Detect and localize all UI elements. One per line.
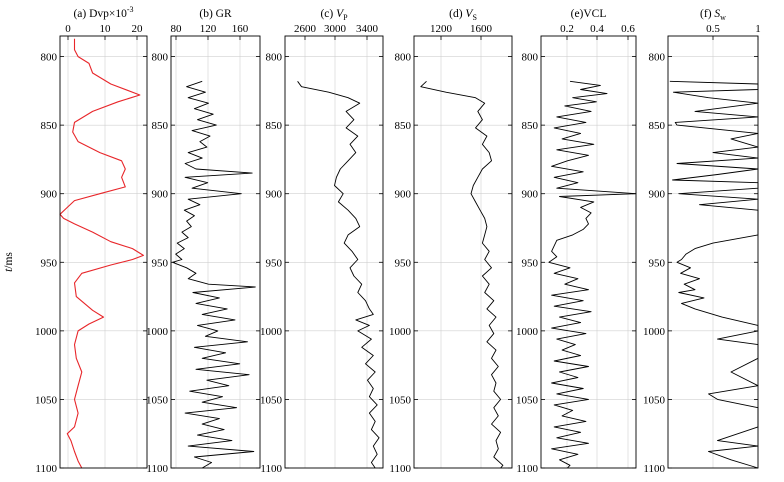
panel-frame: [413, 35, 513, 469]
panel-title: (a) Dvp×10-3: [73, 5, 133, 20]
y-tick-label: 950: [152, 257, 169, 269]
y-axis-label: t/ms: [3, 252, 15, 272]
y-tick-label: 900: [266, 189, 283, 201]
series-line: [420, 80, 504, 469]
y-tick-label: 1100: [260, 463, 282, 475]
panel-f: 800 850 900 950 1000 1050 1100 0.5 1 (f) Sw: [643, 8, 761, 475]
panel-e: 800 850 900 950 1000 1050 1100 0.2 0.4 0.6 (e)VCL: [516, 8, 637, 475]
y-tick-label: 850: [649, 120, 666, 132]
y-tick-label: 950: [649, 257, 666, 269]
x-tick-label: 0.6: [621, 23, 635, 35]
x-tick-label: 120: [200, 23, 217, 35]
panel-a: 800 850 900 950 1000 1050 1100 0 10 20 (a) Dvp×10-…: [35, 5, 148, 475]
y-tick-label: 900: [522, 189, 539, 201]
y-tick-label: 900: [152, 189, 169, 201]
x-tick-label: 3000: [324, 23, 347, 35]
y-tick-label: 850: [152, 120, 169, 132]
panel-frame: [540, 35, 637, 469]
y-tick-label: 1050: [389, 394, 412, 406]
x-tick-label: 0: [65, 23, 71, 35]
panel-title: (f) Sw: [700, 8, 726, 22]
panel-title: (b) GR: [199, 8, 232, 20]
y-tick-label: 800: [522, 52, 539, 64]
panel-title: (d) VS: [449, 8, 477, 22]
y-tick-label: 1050: [516, 394, 539, 406]
x-tick-label: 160: [232, 23, 249, 35]
y-tick-label: 950: [41, 257, 58, 269]
y-tick-label: 1000: [643, 326, 666, 338]
y-tick-label: 1100: [516, 463, 538, 475]
x-tick-label: 1600: [470, 23, 493, 35]
y-tick-label: 1000: [516, 326, 539, 338]
y-tick-label: 800: [266, 52, 283, 64]
y-tick-label: 1050: [260, 394, 283, 406]
y-tick-label: 800: [41, 52, 58, 64]
y-tick-label: 950: [266, 257, 283, 269]
y-tick-label: 950: [522, 257, 539, 269]
x-tick-label: 1: [755, 23, 761, 35]
y-tick-label: 1100: [146, 463, 168, 475]
y-tick-label: 900: [395, 189, 412, 201]
panel-d: 800 850 900 950 1000 1050 1100 1200 1600(d) VS: [389, 8, 513, 475]
y-tick-label: 850: [41, 120, 58, 132]
series-line: [297, 81, 380, 469]
y-tick-label: 850: [395, 120, 412, 132]
y-tick-label: 1000: [35, 326, 58, 338]
x-tick-label: 10: [100, 23, 112, 35]
y-tick-label: 1000: [389, 326, 412, 338]
panel-frame: [170, 35, 261, 469]
y-tick-label: 950: [395, 257, 412, 269]
y-tick-label: 850: [522, 120, 539, 132]
y-axis-label-unit: /ms: [3, 252, 15, 269]
x-tick-label: 0.2: [560, 23, 574, 35]
series-line: [669, 80, 759, 469]
y-tick-label: 1100: [643, 463, 665, 475]
y-tick-label: 900: [649, 189, 666, 201]
x-tick-label: 1200: [430, 23, 453, 35]
panel-title: (e)VCL: [571, 8, 607, 20]
panel-frame: [59, 35, 148, 469]
y-tick-label: 800: [649, 52, 666, 64]
panel-b: 800 850 900 950 1000 1050 1100 80 120 160(b) GR: [146, 8, 261, 475]
y-tick-label: 800: [152, 52, 169, 64]
y-tick-label: 1100: [389, 463, 411, 475]
x-tick-label: 3400: [356, 23, 379, 35]
x-tick-label: 0.5: [706, 23, 720, 35]
series-line: [548, 80, 637, 469]
series-line: [59, 38, 144, 469]
y-tick-label: 1100: [35, 463, 57, 475]
y-tick-label: 1050: [643, 394, 666, 406]
y-tick-label: 1000: [146, 326, 169, 338]
panel-c: 800 850 900 950 1000 1050 1100 2600 3000 3400 (c) …: [260, 8, 384, 475]
y-tick-label: 800: [395, 52, 412, 64]
y-axis-label-var: t: [3, 268, 15, 272]
panel-title: (c) VP: [320, 8, 348, 22]
panel-frame: [284, 35, 384, 469]
svg-text:t/ms: t/ms: [3, 252, 15, 272]
x-tick-label: 0.4: [590, 23, 604, 35]
y-tick-label: 850: [266, 120, 283, 132]
y-tick-label: 1050: [35, 394, 58, 406]
y-tick-label: 1000: [260, 326, 283, 338]
x-tick-label: 2600: [294, 23, 317, 35]
x-tick-label: 20: [132, 23, 144, 35]
y-tick-label: 900: [41, 189, 58, 201]
series-line: [172, 80, 256, 469]
y-tick-label: 1050: [146, 394, 169, 406]
x-tick-label: 80: [171, 23, 183, 35]
